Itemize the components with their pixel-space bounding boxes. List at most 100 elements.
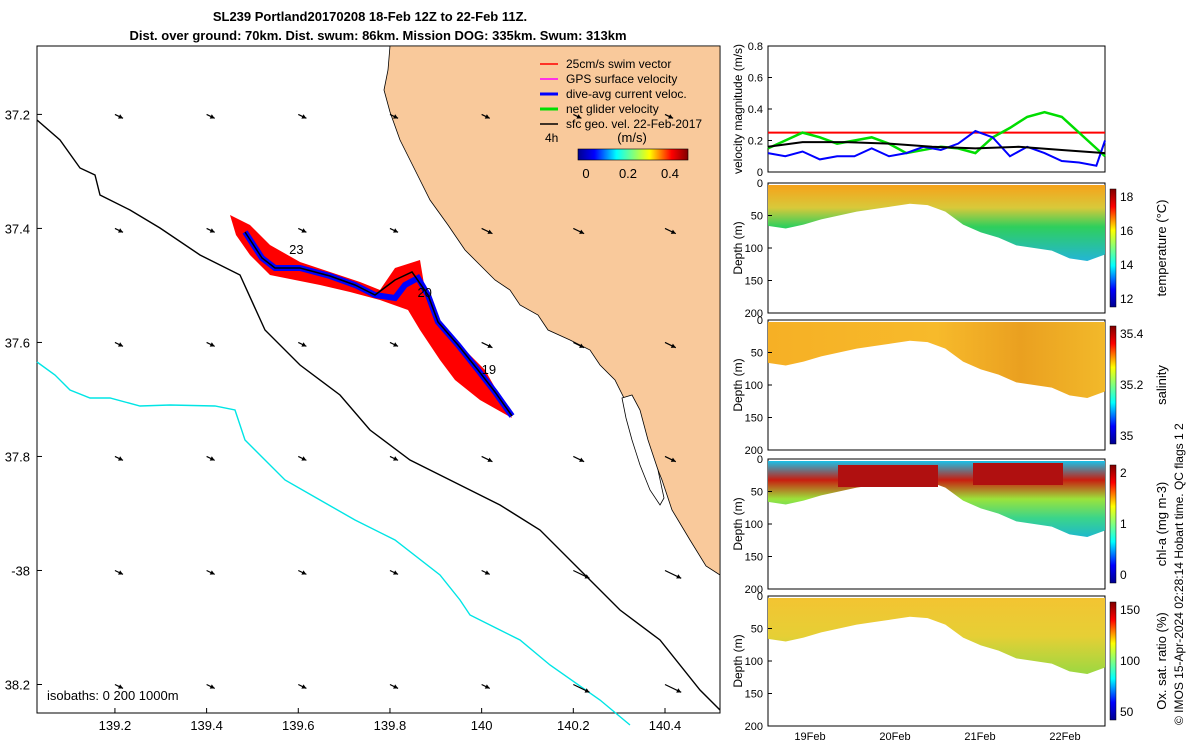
- profile-cbar-tick-label: 1: [1120, 517, 1127, 531]
- geo-arrow-head: [487, 343, 493, 348]
- geo-arrow-head: [301, 114, 307, 119]
- map-y-tick-label: -38: [11, 563, 30, 578]
- profile-colorbar: [1109, 464, 1117, 584]
- geo-arrow-head: [484, 114, 490, 119]
- map-x-tick-label: 139.8: [374, 718, 407, 733]
- profile-y-tick-label: 100: [745, 519, 763, 531]
- profile-cbar-tick-label: 35: [1120, 429, 1134, 443]
- geo-arrow-head: [118, 342, 124, 347]
- geo-arrow-head: [576, 114, 582, 119]
- geo-arrow-head: [487, 229, 493, 234]
- profile-cbar-tick-label: 35.4: [1120, 327, 1144, 341]
- colorbar-label: (m/s): [617, 130, 647, 145]
- map-panel: 23 20 19 139.2 139.4 139.6 139.8 140 140.2 140.4…: [5, 45, 721, 733]
- duration-label: 4h: [545, 131, 558, 145]
- profile-ylabel: Depth (m): [731, 497, 745, 550]
- profile-colorbar: [1109, 601, 1117, 721]
- profile-y-tick-label: 0: [757, 454, 763, 466]
- track-labels: 23 20 19: [289, 242, 496, 377]
- geo-velocity-arrows: [114, 113, 682, 693]
- legend-label: sfc geo. vel. 22-Feb-2017: [566, 117, 702, 131]
- geo-arrow-head: [209, 684, 215, 689]
- geo-arrow-head: [209, 570, 215, 575]
- profile-cbar-tick-label: 16: [1120, 224, 1134, 238]
- velocity-axes: [767, 45, 1106, 173]
- geo-arrow-head: [668, 114, 674, 119]
- geo-arrow-head: [579, 343, 585, 348]
- profile-colorbar: [1109, 188, 1117, 308]
- profile-cbar-tick-label: 2: [1120, 466, 1127, 480]
- velocity-ylabel: velocity magnitude (m/s): [731, 44, 745, 174]
- isobath-label: isobaths: 0 200 1000m: [47, 688, 179, 703]
- legend-label: 25cm/s swim vector: [566, 57, 671, 71]
- geo-arrow-head: [579, 229, 585, 234]
- geo-arrow-head: [393, 456, 399, 461]
- velocity-y-tick-label: 0.6: [748, 73, 763, 85]
- map-y-tick-label: 37.4: [5, 221, 30, 236]
- land-area: [383, 45, 721, 576]
- profile-x-tick-label: 20Feb: [879, 731, 910, 743]
- profile-y-tick-label: 50: [751, 624, 763, 636]
- geo-arrow-head: [118, 114, 124, 119]
- geo-arrow-head: [118, 228, 124, 233]
- profile-cbar-tick-label: 0: [1120, 568, 1127, 582]
- map-y-tick-label: 38.2: [5, 677, 30, 692]
- profile-data: [768, 185, 1105, 261]
- colorbar-tick-label: 0.4: [661, 166, 679, 181]
- profile-cbar-tick-label: 35.2: [1120, 378, 1144, 392]
- profile-cbar-tick-label: 14: [1120, 258, 1134, 272]
- map-x-tick-label: 140: [471, 718, 493, 733]
- map-y-tick-label: 37.8: [5, 449, 30, 464]
- profile-y-tick-label: 50: [751, 348, 763, 360]
- island: [621, 394, 665, 506]
- profile-cbar-tick-label: 100: [1120, 654, 1140, 668]
- legend-label: net glider velocity: [566, 102, 659, 116]
- velocity-y-tick-label: 0.4: [748, 104, 763, 116]
- map-x-tick-label: 139.6: [282, 718, 315, 733]
- map-ticks: 139.2 139.4 139.6 139.8 140 140.2 140.4 37.2 37.…: [5, 107, 682, 733]
- track-label: 19: [482, 362, 496, 377]
- profile-cbar-label: temperature (°C): [1154, 200, 1169, 297]
- colorbar-tick-label: 0: [582, 166, 589, 181]
- profile-y-tick-label: 50: [751, 487, 763, 499]
- geo-arrow-head: [676, 688, 682, 693]
- geo-arrow-head: [118, 456, 124, 461]
- geo-arrow-head: [209, 114, 215, 119]
- profile-x-tick-label: 19Feb: [794, 731, 825, 743]
- velocity-y-tick-label: 0.2: [748, 136, 763, 148]
- geo-arrow-head: [670, 457, 676, 462]
- map-x-tick-label: 140.2: [557, 718, 590, 733]
- map-x-tick-label: 140.4: [649, 718, 682, 733]
- profile-y-tick-label: 0: [757, 315, 763, 327]
- geo-arrow-head: [670, 229, 676, 234]
- profile-y-tick-label: 0: [757, 591, 763, 603]
- colorbar-tick-label: 0.2: [619, 166, 637, 181]
- profile-cbar-label: Ox. sat. ratio (%): [1154, 612, 1169, 710]
- map-y-tick-label: 37.2: [5, 107, 30, 122]
- geo-arrow-head: [301, 684, 307, 689]
- net-glider-track: [244, 231, 513, 417]
- profile-cbar-tick-label: 50: [1120, 705, 1134, 719]
- geo-arrow-head: [118, 570, 124, 575]
- geo-arrow-head: [393, 114, 399, 119]
- geo-arrow-head: [393, 684, 399, 689]
- colorbar-ticks: 0 0.2 0.4: [582, 166, 679, 181]
- profile-y-tick-label: 150: [745, 413, 763, 425]
- profile-y-tick-label: 100: [745, 380, 763, 392]
- profile-y-tick-label: 200: [745, 308, 763, 320]
- profile-ylabel: Depth (m): [731, 634, 745, 687]
- velocity-y-tick-label: 0: [757, 167, 763, 179]
- profile-cbar-tick-label: 12: [1120, 292, 1134, 306]
- velocity-y-tick-label: 0.8: [748, 41, 763, 53]
- geo-arrow-head: [209, 228, 215, 233]
- profile-ylabel: Depth (m): [731, 221, 745, 274]
- geo-arrow-head: [676, 574, 682, 579]
- profile-colorbar: [1109, 325, 1117, 445]
- track-label: 20: [417, 285, 431, 300]
- geo-arrow-head: [584, 574, 590, 579]
- imos-side-label: © IMOS 15-Apr-2024 02:28:14 Hobart time.…: [1172, 423, 1186, 725]
- speed-colorbar: [577, 148, 689, 161]
- profile-data: [768, 322, 1105, 398]
